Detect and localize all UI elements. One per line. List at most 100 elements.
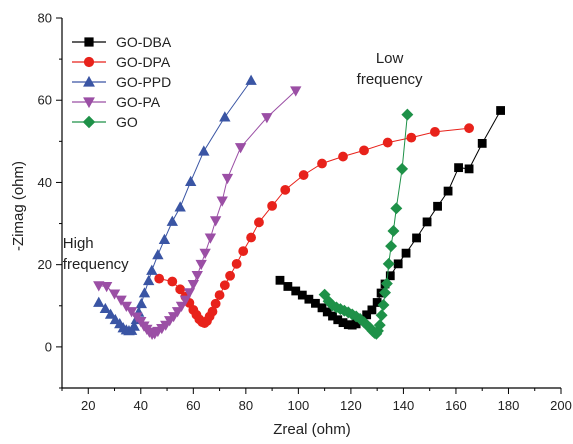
data-point [393, 259, 403, 269]
data-point [433, 201, 442, 211]
data-point [158, 233, 171, 244]
data-point [219, 111, 231, 122]
axis-layer [61, 18, 561, 389]
annotations: High frequency Low frequency [63, 50, 423, 273]
data-point [234, 143, 247, 154]
x-tick-label: 80 [239, 398, 253, 413]
legend-marker [83, 56, 95, 68]
annotation-high: High frequency [63, 235, 129, 273]
data-point [422, 217, 432, 227]
data-point [362, 310, 372, 320]
data-point [195, 259, 207, 271]
legend-item: GO-PPD [72, 74, 171, 90]
data-point [108, 289, 121, 300]
annotation-line: Low [376, 50, 404, 67]
legend-item: GO-DPA [72, 54, 171, 70]
data-point [99, 302, 112, 314]
data-point [198, 145, 210, 156]
data-point [290, 86, 302, 97]
data-point [166, 215, 178, 226]
data-point [367, 305, 377, 315]
x-tick-label: 120 [340, 398, 362, 413]
data-point [187, 279, 199, 291]
data-point [109, 313, 121, 325]
data-point [120, 301, 133, 313]
data-point [93, 281, 105, 292]
annotation-line: frequency [63, 256, 129, 273]
legend-item: GO-PA [72, 94, 161, 110]
x-tick-label: 140 [393, 398, 415, 413]
data-point [317, 158, 327, 169]
data-point [154, 273, 165, 284]
series-go-ppd [93, 74, 257, 336]
data-point [382, 137, 393, 148]
data-point [216, 196, 228, 207]
x-tick-label: 160 [445, 398, 467, 413]
tick-layer: 20 40 60 80 100 120 140 160 180 200 0 20 40 60 80 [38, 11, 572, 414]
data-point [175, 301, 188, 313]
data-point [380, 277, 393, 290]
data-point [396, 162, 409, 175]
legend-label: GO-DPA [116, 54, 171, 70]
data-point [275, 275, 285, 285]
data-point [254, 217, 264, 228]
data-point [209, 216, 222, 227]
annotation-line: frequency [357, 71, 423, 88]
data-point [412, 233, 421, 243]
data-point [387, 224, 400, 237]
data-point [174, 201, 186, 212]
data-point [245, 74, 257, 85]
data-point [146, 264, 158, 275]
x-tick-label: 60 [186, 398, 200, 413]
data-point [377, 298, 390, 311]
data-point [454, 163, 463, 173]
data-point [199, 248, 211, 259]
data-point [261, 113, 273, 124]
data-point [496, 106, 505, 115]
data-point [385, 240, 398, 253]
data-point [375, 309, 388, 322]
data-point [135, 297, 147, 309]
y-tick-label: 20 [38, 257, 52, 272]
x-tick-label: 200 [550, 398, 572, 413]
data-point [406, 132, 417, 143]
legend-item: GO-DBA [72, 34, 172, 50]
legend-item: GO [72, 114, 138, 130]
data-point [171, 307, 184, 318]
annotation-line: High [63, 235, 94, 252]
y-tick-label: 80 [38, 11, 52, 26]
data-point [464, 164, 474, 174]
data-point [152, 248, 164, 260]
y-tick-label: 40 [38, 175, 52, 190]
data-point [167, 276, 178, 287]
data-point [214, 290, 225, 300]
data-point [283, 282, 293, 291]
data-point [267, 200, 278, 211]
series-go-dpa [154, 123, 474, 328]
data-point [464, 123, 474, 134]
legend-label: GO-PA [116, 94, 161, 110]
data-point [185, 175, 197, 187]
data-point [210, 298, 221, 309]
x-axis-title: Zreal (ohm) [273, 421, 351, 438]
data-point [115, 295, 127, 306]
data-point [373, 319, 386, 332]
data-point [179, 295, 192, 306]
data-point [125, 307, 138, 318]
data-point [221, 173, 234, 185]
data-point [128, 320, 140, 331]
data-point [142, 274, 155, 286]
data-point [379, 286, 392, 299]
series-line [159, 127, 470, 324]
data-point [477, 138, 487, 148]
data-point [246, 232, 256, 243]
y-tick-label: 60 [38, 93, 52, 108]
y-axis-title: -Zimag (ohm) [10, 161, 27, 251]
legend-marker [82, 115, 96, 129]
data-point [204, 233, 217, 244]
series-layer [93, 74, 505, 340]
data-point [401, 248, 411, 258]
data-point [238, 246, 249, 257]
legend-marker [83, 75, 95, 87]
